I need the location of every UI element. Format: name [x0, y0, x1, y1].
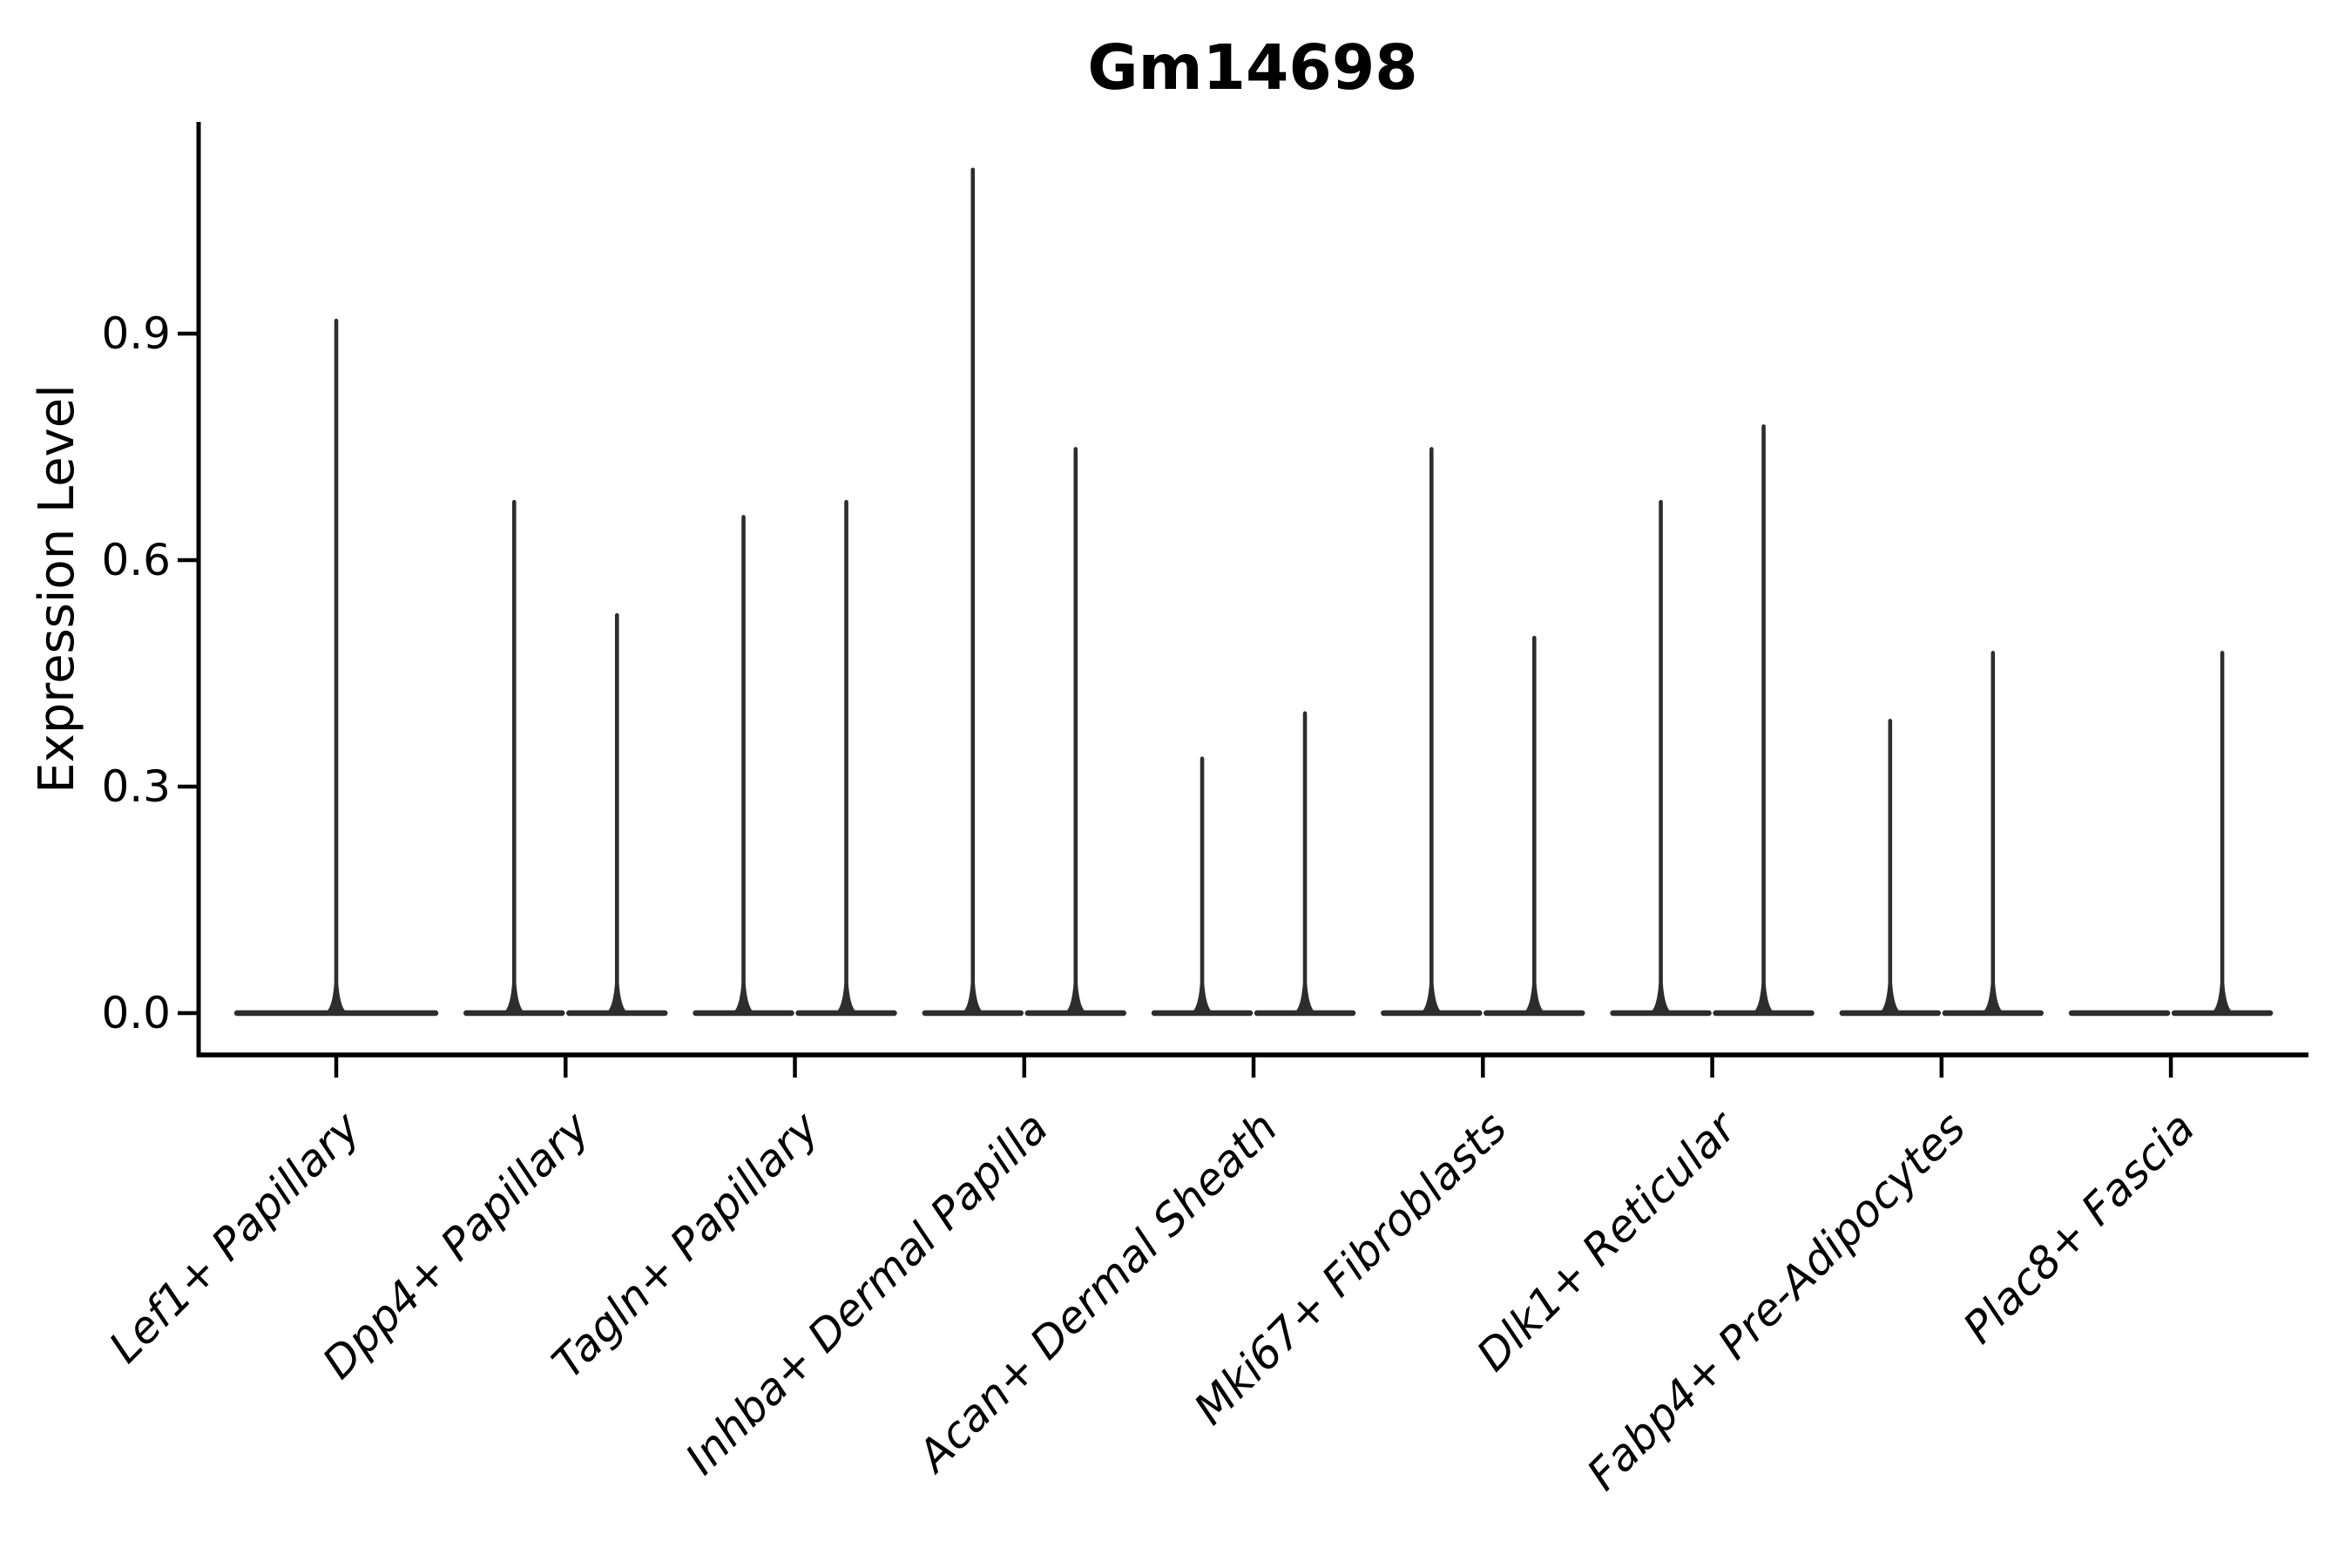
violin-spike-base [1192, 983, 1213, 1012]
violin-spike-base [733, 983, 754, 1012]
violin-spike-base [835, 983, 857, 1012]
y-tick-label: 0.6 [101, 535, 171, 585]
category-label: Acan+ Dermal Sheath [907, 1102, 1288, 1483]
y-axis-label: Expression Level [29, 384, 85, 794]
category-label: Fabp4+ Pre-Adipocytes [1578, 1102, 1976, 1500]
y-tick-label: 0.9 [101, 308, 171, 359]
violin-spike-base [606, 983, 628, 1012]
violin-spike-base [1879, 983, 1901, 1012]
violins-layer [233, 167, 2274, 1017]
axes-layer [178, 122, 2308, 1078]
y-tick-label: 0.0 [101, 988, 171, 1038]
violin-spike-base [1753, 983, 1774, 1012]
y-tick-label: 0.3 [101, 761, 171, 812]
violin-spike-base [326, 983, 347, 1012]
category-label: Inhba+ Dermal Papilla [676, 1102, 1058, 1484]
violin-spike-base [504, 983, 525, 1012]
violin-spike-base [1064, 983, 1086, 1012]
violin-spike-base [1421, 983, 1443, 1012]
violin-spike-base [2212, 983, 2234, 1012]
violin-spike-base [1982, 983, 2004, 1012]
violin-spike-base [1294, 983, 1316, 1012]
category-label: Lef1+ Papillary [99, 1101, 370, 1372]
violin-spike-base [1524, 983, 1545, 1012]
violin-spike-base [962, 983, 983, 1012]
chart-title: Gm14698 [1087, 31, 1417, 104]
category-label: Plac8+ Fascia [1954, 1102, 2205, 1353]
violin-spike-base [1650, 983, 1672, 1012]
